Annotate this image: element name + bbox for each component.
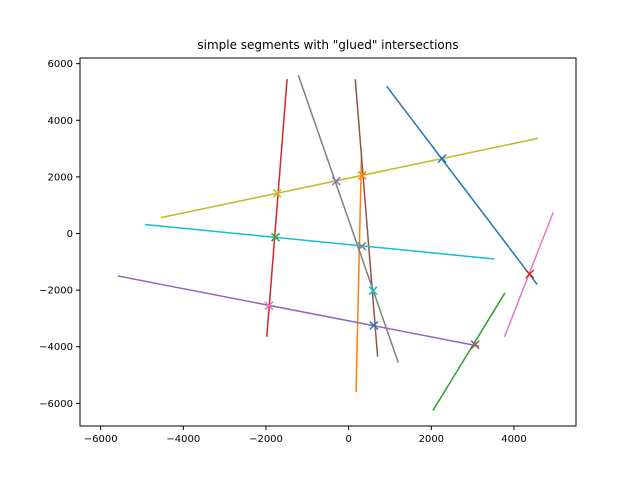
intersection-marker <box>369 320 379 331</box>
y-tick-label: −4000 <box>39 342 73 353</box>
x-tick-label: −6000 <box>84 434 118 445</box>
x-tick-label: 0 <box>345 434 351 445</box>
x-tick-label: 4000 <box>501 434 526 445</box>
intersection-marker <box>264 301 274 311</box>
intersection-marker <box>525 269 535 279</box>
y-tick-label: 2000 <box>48 172 73 183</box>
intersection-markers-group <box>264 153 535 350</box>
intersection-marker <box>357 170 367 181</box>
y-tick-label: 0 <box>67 229 73 240</box>
segment-line <box>144 223 495 260</box>
intersection-marker <box>437 153 447 164</box>
y-tick-label: 6000 <box>48 59 73 70</box>
segment-line <box>266 79 288 337</box>
x-tick-label: −2000 <box>249 434 283 445</box>
segment-line <box>117 275 480 347</box>
intersection-marker <box>470 340 480 350</box>
x-tick-label: 2000 <box>419 434 444 445</box>
plot-frame <box>79 57 577 427</box>
segment-line <box>297 74 399 363</box>
y-tick-label: −2000 <box>39 286 73 297</box>
segments-group <box>117 74 554 411</box>
intersection-marker <box>357 241 367 251</box>
y-tick-label: 4000 <box>48 116 73 127</box>
segment-line <box>432 292 506 411</box>
y-tick-label: −6000 <box>39 399 73 410</box>
intersection-marker <box>368 286 378 296</box>
segment-line <box>354 79 379 357</box>
y-axis: −6000 −4000 −2000 0 2000 4000 6000 <box>39 59 80 410</box>
intersection-marker <box>272 188 282 198</box>
x-tick-label: −4000 <box>166 434 200 445</box>
segment-line <box>160 137 539 219</box>
x-axis: −6000 −4000 −2000 0 2000 4000 <box>84 426 527 445</box>
chart-title: simple segments with "glued" intersectio… <box>197 38 458 52</box>
segment-line <box>355 154 363 393</box>
intersection-marker <box>270 232 281 242</box>
segment-line <box>386 85 538 285</box>
intersection-marker <box>331 176 341 186</box>
